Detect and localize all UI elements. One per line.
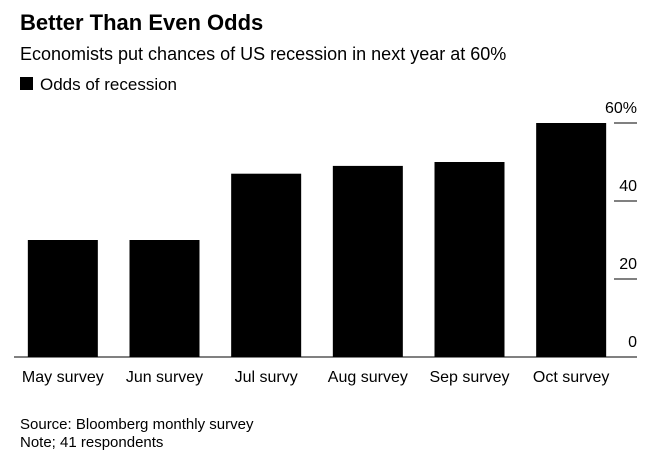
legend-swatch — [20, 77, 33, 90]
x-tick-label: Jun survey — [126, 369, 203, 386]
y-tick-label: 0 — [628, 334, 637, 351]
bar — [129, 240, 200, 357]
chart-title: Better Than Even Odds — [20, 10, 263, 35]
bar — [332, 165, 403, 357]
y-tick-label: 40 — [619, 178, 637, 195]
x-tick-label: Oct survey — [533, 369, 609, 386]
note: Note; 41 respondents — [20, 434, 163, 451]
y-tick-label: 20 — [619, 256, 637, 273]
legend-label: Odds of recession — [40, 75, 177, 94]
chart-subtitle: Economists put chances of US recession i… — [20, 44, 506, 64]
x-tick-label: Aug survey — [328, 369, 408, 386]
x-tick-label: May survey — [22, 369, 104, 386]
bar — [27, 240, 98, 357]
bar — [536, 123, 607, 357]
source: Source: Bloomberg monthly survey — [20, 416, 254, 433]
y-tick-label: 60% — [605, 100, 637, 117]
x-tick-label: Jul survy — [235, 369, 298, 386]
bar — [231, 173, 302, 357]
bar — [434, 162, 505, 357]
x-tick-label: Sep survey — [429, 369, 509, 386]
